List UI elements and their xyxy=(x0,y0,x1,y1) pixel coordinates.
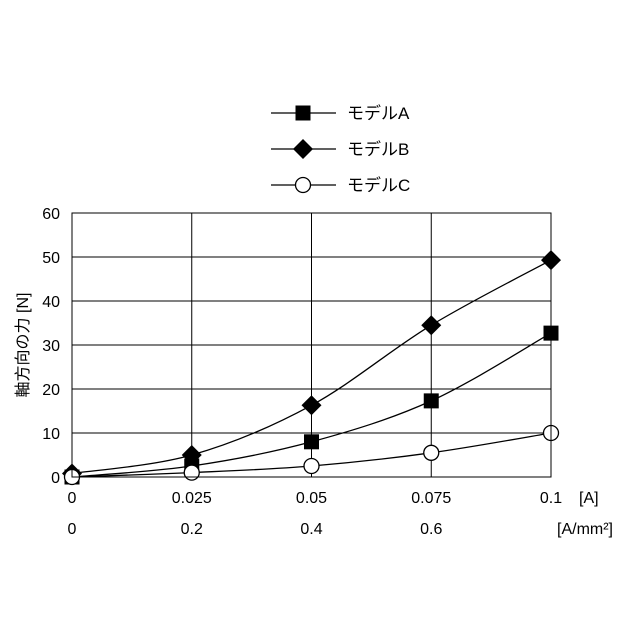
data-point xyxy=(304,459,319,474)
legend-label: モデルB xyxy=(347,139,409,159)
legend-marker xyxy=(293,139,313,159)
y-tick-label: 50 xyxy=(42,250,60,267)
x-tick-label: 0.1 xyxy=(540,490,562,507)
legend-item: モデルA xyxy=(271,103,410,123)
data-point xyxy=(424,393,439,408)
y-tick-label: 40 xyxy=(42,294,60,311)
x2-tick-label: 0.2 xyxy=(181,521,203,538)
y-tick-label: 60 xyxy=(42,206,60,223)
x-unit-label: [A] xyxy=(579,490,599,507)
y-tick-label: 20 xyxy=(42,382,60,399)
data-point xyxy=(304,434,319,449)
legend: モデルA モデルB モデルC xyxy=(271,103,410,195)
x2-tick-label: 0 xyxy=(68,521,77,538)
x-tick-label: 0 xyxy=(68,490,77,507)
legend-label: モデルA xyxy=(347,103,410,123)
data-point xyxy=(302,395,322,415)
x-tick-label: 0.075 xyxy=(411,490,451,507)
legend-item: モデルC xyxy=(271,175,410,195)
y-axis-label: 軸方向の力 [N] xyxy=(14,293,32,398)
x2-tick-label: 0.6 xyxy=(420,521,442,538)
legend-marker xyxy=(296,106,311,121)
x-tick-label: 0.025 xyxy=(172,490,212,507)
y-tick-label: 10 xyxy=(42,426,60,443)
x2-unit-label: [A/mm²] xyxy=(557,521,613,538)
y-tick-label: 30 xyxy=(42,338,60,355)
data-point xyxy=(184,465,199,480)
axes: 0 10 20 30 40 50 60 0 0.025 0.05 0.075 0.1 [A] 0 0.2 0.… xyxy=(42,206,613,538)
legend-label: モデルC xyxy=(347,175,410,195)
legend-marker xyxy=(296,178,311,193)
y-tick-label: 0 xyxy=(51,470,60,487)
x-tick-label: 0.05 xyxy=(296,490,327,507)
legend-item: モデルB xyxy=(271,139,409,159)
data-point xyxy=(421,315,441,335)
data-point xyxy=(424,445,439,460)
x2-tick-label: 0.4 xyxy=(300,521,322,538)
